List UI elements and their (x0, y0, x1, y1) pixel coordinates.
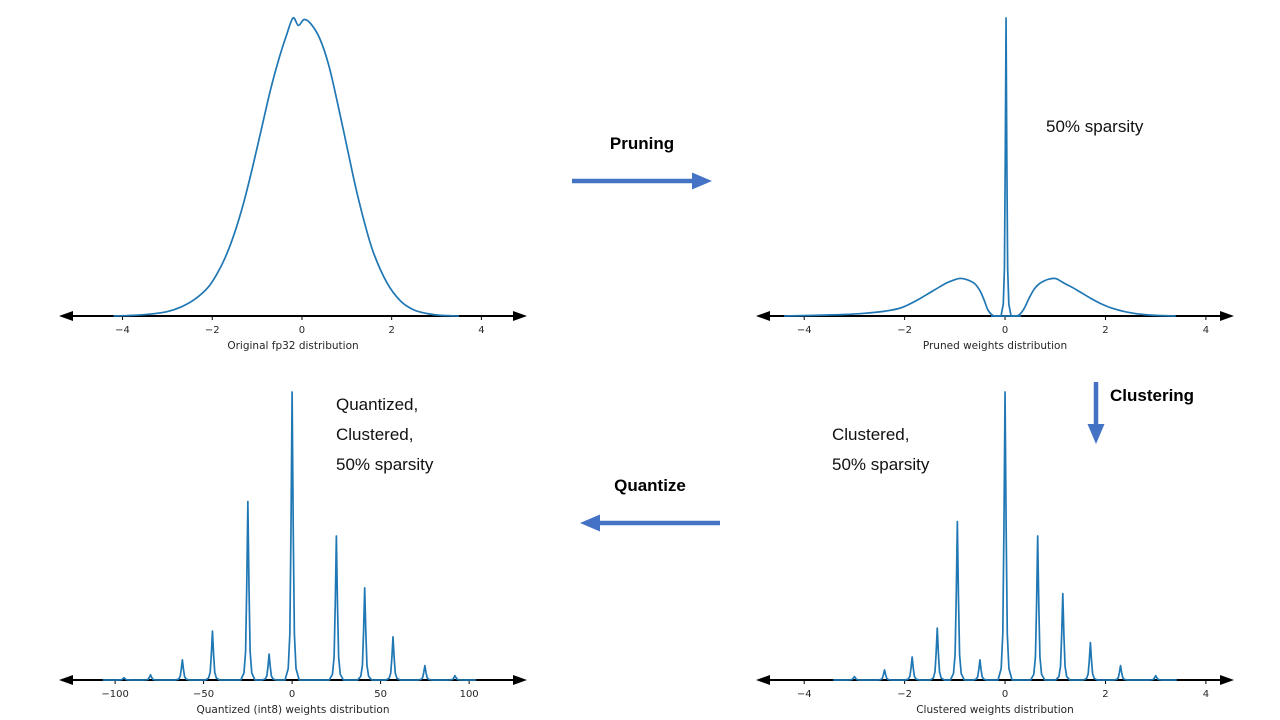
panel-original-fp32: −4 −2 0 2 4 Original fp32 distribution (58, 4, 528, 356)
clustered-sparsity-note: Clustered, 50% sparsity (832, 425, 930, 474)
clustered-weights-chart: −4 −2 0 2 4 (756, 391, 1234, 700)
spike-curve (990, 17, 1022, 317)
axis-arrow-left (756, 311, 770, 321)
tick-label: 4 (478, 325, 484, 336)
panel-pruned: −4 −2 0 2 4 Pruned weights distribution (755, 4, 1235, 356)
spike-curve (833, 391, 1177, 681)
axis-arrow-right (1220, 311, 1234, 321)
tick-label: 4 (1203, 325, 1209, 336)
axis-arrow-left (59, 675, 73, 685)
tick-label: 50 (374, 689, 387, 700)
xlabel-original-fp32: Original fp32 distribution (227, 340, 359, 352)
xlabel-quantized: Quantized (int8) weights distribution (196, 704, 390, 716)
panel-clustered: −4 −2 0 2 4 Clustered weights distribution (755, 378, 1235, 720)
tick-label: 0 (1002, 689, 1008, 700)
tick-label: 0 (1002, 325, 1008, 336)
pruned-sparsity-note: 50% sparsity (1046, 117, 1144, 136)
tick-label: 100 (460, 689, 479, 700)
axis-arrow-left (756, 675, 770, 685)
quantize-arrow (580, 514, 720, 532)
spike-curve (102, 391, 477, 681)
axis-arrow-right (1220, 675, 1234, 685)
quantized-sparsity-note: Quantized, Clustered, 50% sparsity (336, 395, 434, 474)
tick-label: −2 (205, 325, 220, 336)
tick-label: 2 (388, 325, 394, 336)
axis-arrow-right (513, 675, 527, 685)
tick-label: −4 (797, 325, 812, 336)
quantize-arrow-label: Quantize (614, 476, 686, 495)
xlabel-pruned: Pruned weights distribution (922, 340, 1068, 352)
tick-label: −2 (897, 689, 912, 700)
tick-label: 4 (1203, 689, 1209, 700)
tick-label: 2 (1102, 689, 1108, 700)
tick-label: −100 (101, 689, 128, 700)
pruning-arrow (572, 172, 712, 190)
axis-arrow-left (59, 311, 73, 321)
tick-label: −50 (193, 689, 214, 700)
tick-label: −4 (115, 325, 130, 336)
pruned-weights-chart: −4 −2 0 2 4 (756, 17, 1234, 336)
tick-label: 0 (289, 689, 295, 700)
density-curve (113, 16, 459, 317)
tick-label: 2 (1102, 325, 1108, 336)
xlabel-clustered: Clustered weights distribution (916, 704, 1074, 716)
tick-label: −4 (797, 689, 812, 700)
tick-label: −2 (897, 325, 912, 336)
quantized-weights-chart: −100 −50 0 50 100 (59, 391, 527, 700)
clustering-arrow (1087, 382, 1105, 444)
pruning-arrow-label: Pruning (609, 134, 675, 153)
original-fp32-chart: −4 −2 0 2 4 (59, 16, 527, 336)
clustering-arrow-label: Clustering (1110, 386, 1195, 405)
axis-arrow-right (513, 311, 527, 321)
density-curve (784, 277, 1176, 317)
tick-label: 0 (299, 325, 305, 336)
panel-quantized: −100 −50 0 50 100 Quantized (int8) weights d… (58, 378, 528, 720)
